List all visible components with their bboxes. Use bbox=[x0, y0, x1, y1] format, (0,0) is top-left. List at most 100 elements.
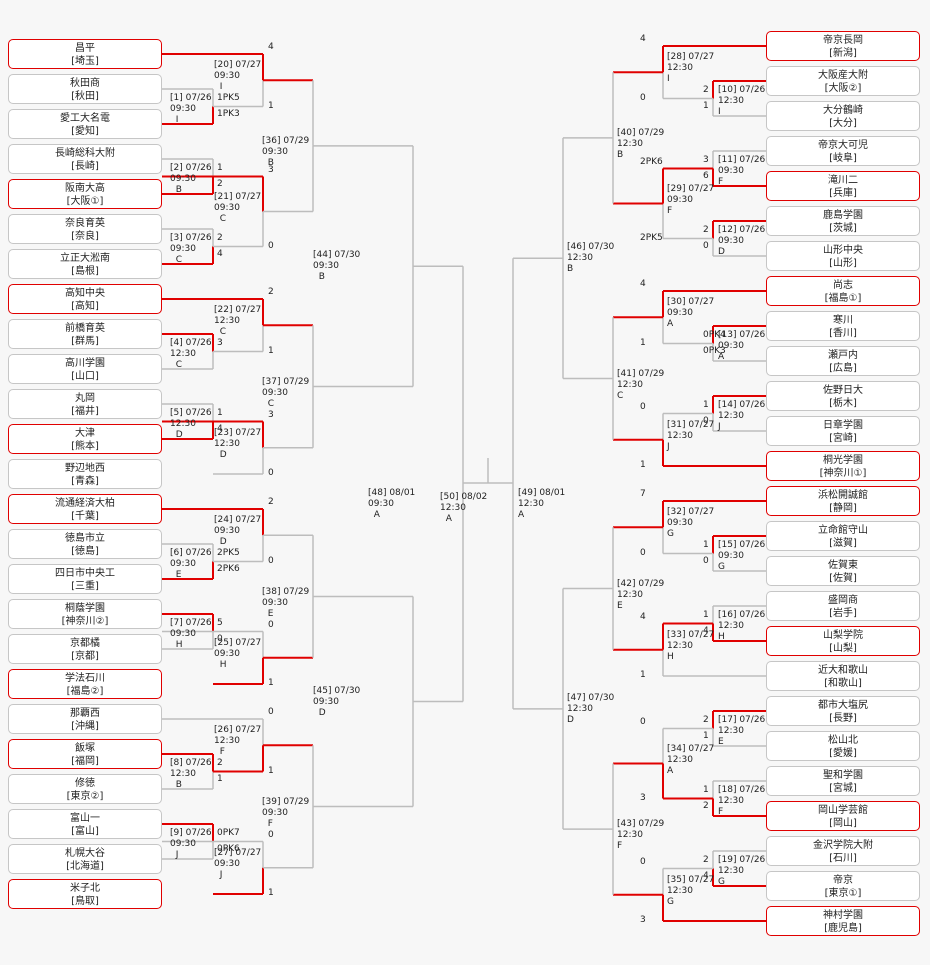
score: 0 bbox=[640, 856, 646, 867]
team-name: 京都橘 bbox=[70, 638, 100, 649]
team-box[interactable]: 丸岡 [福井] bbox=[8, 389, 162, 419]
team-box[interactable]: 学法石川 [福島②] bbox=[8, 669, 162, 699]
team-name: 四日市中央工 bbox=[55, 568, 115, 579]
team-box[interactable]: 長崎総科大附 [長崎] bbox=[8, 144, 162, 174]
team-box[interactable]: 佐賀東 [佐賀] bbox=[766, 556, 920, 586]
team-prefecture: [和歌山] bbox=[824, 678, 862, 689]
match-info: [6] 07/26 09:30 E bbox=[170, 547, 212, 580]
team-box[interactable]: 札幌大谷 [北海道] bbox=[8, 844, 162, 874]
team-box[interactable]: 滝川二 [兵庫] bbox=[766, 171, 920, 201]
score: 2 bbox=[217, 757, 223, 768]
team-box[interactable]: 富山一 [富山] bbox=[8, 809, 162, 839]
team-box[interactable]: 徳島市立 [徳島] bbox=[8, 529, 162, 559]
score: 0 bbox=[640, 547, 646, 558]
team-box[interactable]: 山梨学院 [山梨] bbox=[766, 626, 920, 656]
score: 1 bbox=[703, 730, 709, 741]
team-box[interactable]: 帝京長岡 [新潟] bbox=[766, 31, 920, 61]
score: 3 bbox=[640, 792, 646, 803]
team-box[interactable]: 那覇西 [沖縄] bbox=[8, 704, 162, 734]
team-box[interactable]: 寒川 [香川] bbox=[766, 311, 920, 341]
score: 2PK6 bbox=[217, 563, 240, 574]
team-box[interactable]: 野辺地西 [青森] bbox=[8, 459, 162, 489]
score: 0 bbox=[268, 619, 274, 630]
team-name: 富山一 bbox=[70, 813, 100, 824]
team-box[interactable]: 前橋育英 [群馬] bbox=[8, 319, 162, 349]
team-box[interactable]: 近大和歌山 [和歌山] bbox=[766, 661, 920, 691]
match-info: [10] 07/26 12:30 I bbox=[718, 84, 766, 117]
team-name: 学法石川 bbox=[65, 673, 105, 684]
team-name: 高知中央 bbox=[65, 288, 105, 299]
team-box[interactable]: 都市大塩尻 [長野] bbox=[766, 696, 920, 726]
team-box[interactable]: 盛岡商 [岩手] bbox=[766, 591, 920, 621]
team-box[interactable]: 流通経済大柏 [千葉] bbox=[8, 494, 162, 524]
score: 1 bbox=[703, 609, 709, 620]
team-box[interactable]: 大津 [熊本] bbox=[8, 424, 162, 454]
team-name: 昌平 bbox=[75, 43, 95, 54]
match-info: [45] 07/30 09:30 D bbox=[313, 685, 361, 718]
team-prefecture: [沖縄] bbox=[71, 721, 99, 732]
team-box[interactable]: 岡山学芸館 [岡山] bbox=[766, 801, 920, 831]
team-prefecture: [高知] bbox=[71, 301, 99, 312]
team-box[interactable]: 金沢学院大附 [石川] bbox=[766, 836, 920, 866]
score: 0 bbox=[640, 92, 646, 103]
team-prefecture: [石川] bbox=[829, 853, 857, 864]
team-box[interactable]: 帝京大可児 [岐阜] bbox=[766, 136, 920, 166]
team-box[interactable]: 四日市中央工 [三重] bbox=[8, 564, 162, 594]
score: 0PK3 bbox=[703, 345, 726, 356]
team-box[interactable]: 修徳 [東京②] bbox=[8, 774, 162, 804]
team-prefecture: [山梨] bbox=[829, 643, 857, 654]
score: 4 bbox=[640, 279, 646, 289]
team-box[interactable]: 山形中央 [山形] bbox=[766, 241, 920, 271]
team-box[interactable]: 立正大淞南 [島根] bbox=[8, 249, 162, 279]
team-prefecture: [青森] bbox=[71, 476, 99, 487]
team-box[interactable]: 愛工大名電 [愛知] bbox=[8, 109, 162, 139]
score: 1 bbox=[217, 162, 223, 173]
team-box[interactable]: 奈良育英 [奈良] bbox=[8, 214, 162, 244]
score: 4 bbox=[217, 248, 223, 259]
team-box[interactable]: 神村学園 [鹿児島] bbox=[766, 906, 920, 936]
team-box[interactable]: 米子北 [鳥取] bbox=[8, 879, 162, 909]
team-box[interactable]: 秋田商 [秋田] bbox=[8, 74, 162, 104]
score: 1 bbox=[703, 539, 709, 550]
score: 0 bbox=[703, 240, 709, 251]
team-name: 瀬戸内 bbox=[828, 350, 858, 361]
team-box[interactable]: 鹿島学園 [茨城] bbox=[766, 206, 920, 236]
score: 1 bbox=[268, 678, 274, 688]
team-prefecture: [山口] bbox=[71, 371, 99, 382]
team-prefecture: [鹿児島] bbox=[824, 923, 862, 934]
team-box[interactable]: 尚志 [福島①] bbox=[766, 276, 920, 306]
team-box[interactable]: 松山北 [愛媛] bbox=[766, 731, 920, 761]
match-info: [30] 07/27 09:30 A bbox=[667, 297, 715, 330]
team-prefecture: [山形] bbox=[829, 258, 857, 269]
score: 2 bbox=[268, 287, 274, 297]
team-box[interactable]: 京都橘 [京都] bbox=[8, 634, 162, 664]
team-box[interactable]: 阪南大高 [大阪①] bbox=[8, 179, 162, 209]
team-prefecture: [新潟] bbox=[829, 48, 857, 59]
team-box[interactable]: 大阪産大附 [大阪②] bbox=[766, 66, 920, 96]
team-prefecture: [岐阜] bbox=[829, 153, 857, 164]
team-box[interactable]: 立命館守山 [滋賀] bbox=[766, 521, 920, 551]
team-prefecture: [長野] bbox=[829, 713, 857, 724]
score: 1 bbox=[268, 100, 274, 111]
team-box[interactable]: 昌平 [埼玉] bbox=[8, 39, 162, 69]
team-box[interactable]: 高川学園 [山口] bbox=[8, 354, 162, 384]
match-info: [33] 07/27 12:30 H bbox=[667, 629, 715, 662]
score: 1 bbox=[640, 337, 646, 348]
team-box[interactable]: 桐光学園 [神奈川①] bbox=[766, 451, 920, 481]
match-info: [32] 07/27 09:30 G bbox=[667, 507, 715, 540]
team-box[interactable]: 浜松開誠館 [静岡] bbox=[766, 486, 920, 516]
team-box[interactable]: 飯塚 [福岡] bbox=[8, 739, 162, 769]
team-box[interactable]: 高知中央 [高知] bbox=[8, 284, 162, 314]
team-box[interactable]: 帝京 [東京①] bbox=[766, 871, 920, 901]
team-name: 神村学園 bbox=[823, 910, 863, 921]
team-box[interactable]: 瀬戸内 [広島] bbox=[766, 346, 920, 376]
team-box[interactable]: 聖和学園 [宮城] bbox=[766, 766, 920, 796]
team-box[interactable]: 桐蔭学園 [神奈川②] bbox=[8, 599, 162, 629]
team-prefecture: [兵庫] bbox=[829, 188, 857, 199]
team-box[interactable]: 大分鶴崎 [大分] bbox=[766, 101, 920, 131]
team-box[interactable]: 日章学園 [宮崎] bbox=[766, 416, 920, 446]
team-box[interactable]: 佐野日大 [栃木] bbox=[766, 381, 920, 411]
team-prefecture: [徳島] bbox=[71, 546, 99, 557]
match-info: [26] 07/27 12:30 F bbox=[214, 725, 262, 758]
